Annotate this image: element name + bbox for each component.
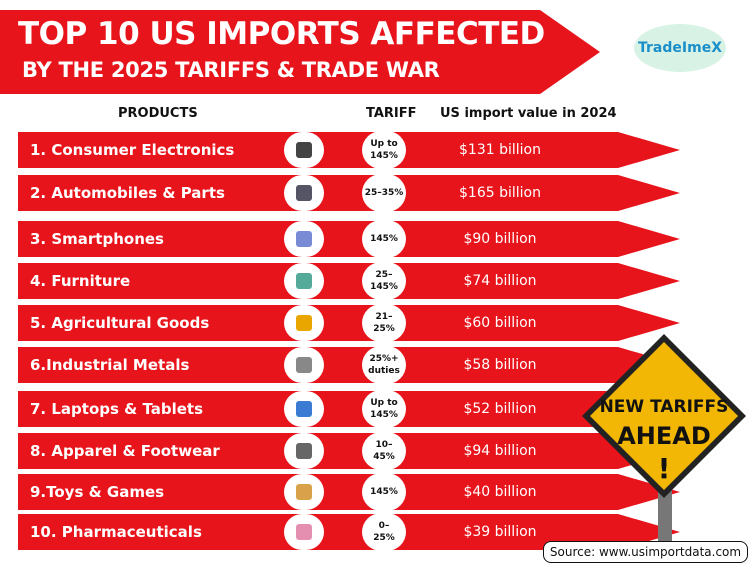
tariff-line: 0– <box>378 521 390 531</box>
tariff: 25–35% <box>362 174 406 212</box>
tariff-line: 25– <box>375 270 393 280</box>
sign-text: AHEAD <box>617 422 711 450</box>
source: Source: www.usimportdata.com <box>543 541 748 563</box>
row-bar <box>18 263 680 299</box>
tariff-line: 25% <box>373 324 395 334</box>
logo: TradeImeX <box>634 24 726 72</box>
tariff-line: 21– <box>375 312 393 322</box>
sign-text: NEW TARIFFS <box>600 397 729 417</box>
icon-glyph <box>296 524 312 540</box>
title-banner <box>0 10 600 94</box>
tariff: 10– 45% <box>362 432 406 470</box>
row-bar <box>18 433 680 469</box>
tariff-line: 25%+ <box>369 354 399 364</box>
icon-glyph <box>296 484 312 500</box>
product-icon <box>284 474 324 510</box>
row-bar <box>18 347 680 383</box>
import-value: $90 billion <box>463 231 537 247</box>
product-icon <box>284 391 324 427</box>
icon-glyph <box>296 231 312 247</box>
icon-glyph <box>296 273 312 289</box>
product: 7. Laptops & Tablets <box>30 400 204 418</box>
row-bar <box>18 474 680 510</box>
tariff-line: duties <box>368 366 400 376</box>
product-icon <box>284 263 324 299</box>
tariff-line: 25% <box>373 533 395 543</box>
import-value: $58 billion <box>463 357 537 373</box>
subtitle: BY THE 2025 TARIFFS & TRADE WAR <box>22 58 440 82</box>
icon-glyph <box>296 401 312 417</box>
row-bar <box>18 132 680 168</box>
product: 6.Industrial Metals <box>30 356 190 374</box>
import-value: $74 billion <box>463 273 537 289</box>
import-value: $40 billion <box>463 484 537 500</box>
row-bar <box>18 175 680 211</box>
tariff: 145% <box>362 220 406 258</box>
product: 1. Consumer Electronics <box>30 141 235 159</box>
product: 2. Automobiles & Parts <box>30 184 225 202</box>
sign-text: ! <box>658 452 671 485</box>
import-value: $52 billion <box>463 401 537 417</box>
tariff-line: 145% <box>370 234 398 244</box>
product: 5. Agricultural Goods <box>30 314 210 332</box>
tariff: 25%+ duties <box>362 346 406 384</box>
tariff-line: 145% <box>370 282 398 292</box>
tariff-line: 25–35% <box>364 188 404 198</box>
row-bar <box>18 305 680 341</box>
logo-map <box>634 24 726 72</box>
tariff: 145% <box>362 473 406 511</box>
row-bar <box>18 221 680 257</box>
logo-text: TradeImeX <box>638 40 722 56</box>
tariff: 0– 25% <box>362 513 406 551</box>
import-value: $94 billion <box>463 443 537 459</box>
column-header: PRODUCTS <box>118 106 198 121</box>
icon-glyph <box>296 142 312 158</box>
icon-glyph <box>296 185 312 201</box>
product: 9.Toys & Games <box>30 483 165 501</box>
product-icon <box>284 221 324 257</box>
product: 8. Apparel & Footwear <box>30 442 220 460</box>
column-header: TARIFF <box>366 106 417 121</box>
product: 4. Furniture <box>30 272 131 290</box>
row-bar <box>18 391 680 427</box>
tariff: Up to 145% <box>362 390 406 428</box>
tariff-line: Up to <box>370 139 398 149</box>
icon-glyph <box>296 443 312 459</box>
import-value: $39 billion <box>463 524 537 540</box>
tariff-line: 45% <box>373 452 395 462</box>
product-icon <box>284 132 324 168</box>
import-value: $165 billion <box>459 185 541 201</box>
product: 3. Smartphones <box>30 230 164 248</box>
tariff-line: 10– <box>375 440 393 450</box>
icon-glyph <box>296 357 312 373</box>
product-icon <box>284 305 324 341</box>
import-value: $60 billion <box>463 315 537 331</box>
product-icon <box>284 514 324 550</box>
title: TOP 10 US IMPORTS AFFECTED <box>18 16 545 52</box>
product: 10. Pharmaceuticals <box>30 523 202 541</box>
tariff: Up to 145% <box>362 131 406 169</box>
column-header: US import value in 2024 <box>440 106 617 121</box>
sign-face <box>590 342 738 490</box>
road-sign: NEW TARIFFS AHEAD ! <box>582 334 746 563</box>
tariff-line: 145% <box>370 410 398 420</box>
tariff-line: 145% <box>370 487 398 497</box>
tariff-line: Up to <box>370 398 398 408</box>
tariff: 21– 25% <box>362 304 406 342</box>
product-icon <box>284 175 324 211</box>
icon-glyph <box>296 315 312 331</box>
tariff-line: 145% <box>370 151 398 161</box>
import-value: $131 billion <box>459 142 541 158</box>
tariff: 25– 145% <box>362 262 406 300</box>
product-icon <box>284 433 324 469</box>
product-icon <box>284 347 324 383</box>
